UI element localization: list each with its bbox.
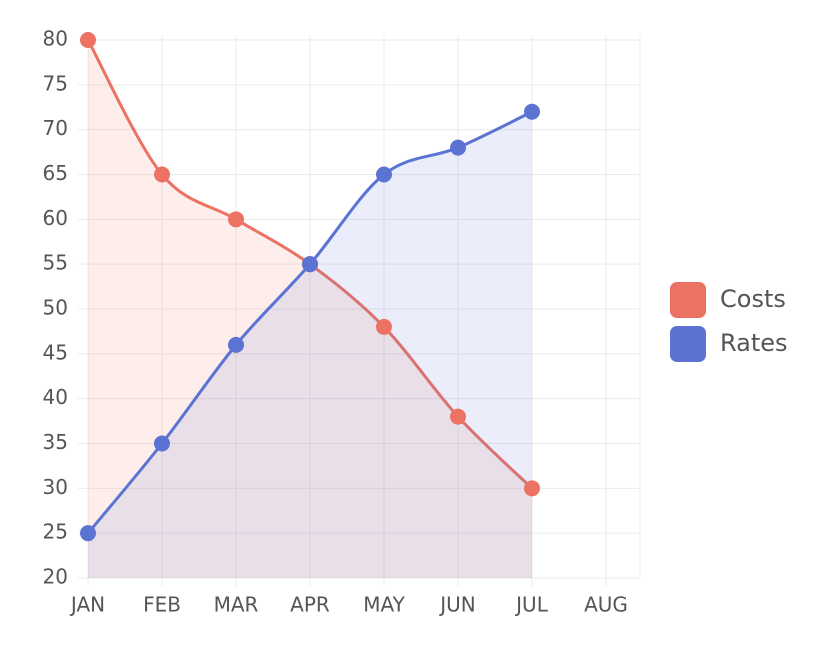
y-tick-label: 25 [43, 520, 68, 544]
point [376, 166, 392, 183]
point [450, 408, 466, 425]
point [302, 256, 318, 273]
y-tick-label: 80 [43, 27, 68, 51]
legend-label: Rates [720, 329, 788, 357]
y-tick-label: 20 [43, 565, 68, 589]
x-tick-label: JUL [514, 593, 549, 617]
point [524, 103, 540, 120]
legend-swatch [670, 282, 706, 318]
y-tick-label: 35 [43, 430, 68, 454]
area [88, 40, 532, 578]
x-tick-label: JUN [438, 593, 476, 617]
y-tick-label: 55 [43, 251, 68, 275]
y-tick-label: 70 [43, 116, 68, 140]
point [154, 166, 170, 183]
x-tick-label: FEB [143, 593, 181, 617]
x-tick-label: MAR [214, 593, 259, 617]
y-tick-label: 65 [43, 161, 68, 185]
legend-label: Costs [720, 285, 786, 313]
point [80, 525, 96, 542]
point [80, 32, 96, 48]
point [524, 480, 540, 497]
legend-swatch [670, 326, 706, 362]
point [376, 318, 392, 335]
point [228, 336, 244, 353]
y-tick-label: 50 [43, 296, 68, 320]
x-tick-label: AUG [584, 593, 628, 617]
x-tick-label: MAY [363, 593, 405, 617]
y-tick-label: 60 [43, 206, 68, 230]
y-tick-label: 40 [43, 385, 68, 409]
y-tick-label: 45 [43, 340, 68, 364]
point [228, 211, 244, 228]
point [450, 139, 466, 156]
y-tick-label: 30 [43, 475, 68, 499]
x-tick-label: APR [290, 593, 330, 617]
x-tick-label: JAN [69, 593, 105, 617]
area [88, 111, 532, 578]
y-tick-label: 75 [43, 71, 68, 95]
point [154, 435, 170, 452]
